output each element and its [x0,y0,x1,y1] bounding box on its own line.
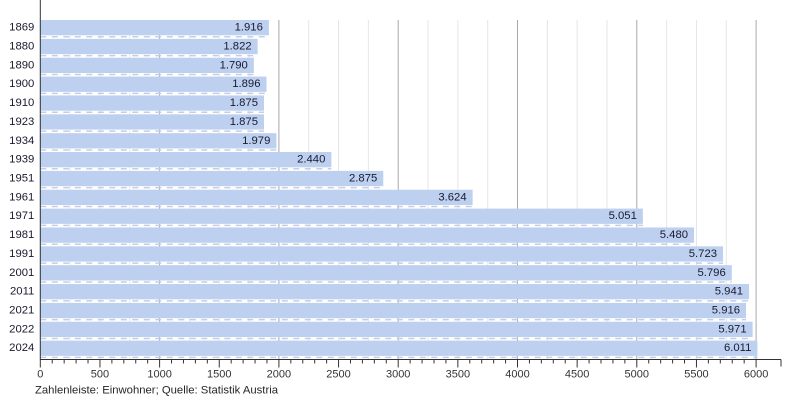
svg-text:3000: 3000 [386,368,410,380]
svg-text:2000: 2000 [267,368,291,380]
svg-text:1923: 1923 [9,116,34,128]
svg-text:5.480: 5.480 [660,229,688,241]
svg-text:1.896: 1.896 [232,78,260,90]
svg-text:1981: 1981 [9,229,34,241]
svg-text:1.916: 1.916 [235,22,263,34]
svg-text:2022: 2022 [9,323,34,335]
svg-text:1880: 1880 [9,40,34,52]
svg-text:2.440: 2.440 [297,154,325,166]
svg-text:1.875: 1.875 [230,116,258,128]
svg-text:1951: 1951 [9,173,34,185]
svg-text:1500: 1500 [207,368,231,380]
svg-text:1.822: 1.822 [223,40,251,52]
svg-text:2024: 2024 [9,342,34,354]
svg-text:1890: 1890 [9,59,34,71]
svg-text:5.796: 5.796 [697,267,725,279]
svg-text:5.723: 5.723 [689,248,717,260]
svg-text:5.916: 5.916 [712,305,740,317]
svg-text:2011: 2011 [10,286,34,298]
svg-text:1869: 1869 [9,22,34,34]
svg-text:Zahlenleiste: Einwohner; Quell: Zahlenleiste: Einwohner; Quelle: Statist… [35,385,279,397]
svg-text:1934: 1934 [9,135,34,147]
svg-text:0: 0 [37,368,43,380]
svg-text:1000: 1000 [147,368,171,380]
svg-text:1.979: 1.979 [242,135,270,147]
svg-text:5500: 5500 [684,368,708,380]
svg-text:2001: 2001 [9,267,34,279]
svg-text:1.875: 1.875 [230,97,258,109]
svg-text:500: 500 [91,368,109,380]
svg-text:2021: 2021 [9,305,34,317]
svg-text:1939: 1939 [9,154,34,166]
svg-text:4000: 4000 [505,368,529,380]
svg-text:5.051: 5.051 [609,210,637,222]
svg-text:5000: 5000 [625,368,649,380]
svg-text:5.941: 5.941 [715,286,743,298]
svg-text:1910: 1910 [9,97,34,109]
svg-text:6.011: 6.011 [724,342,751,354]
svg-text:3.624: 3.624 [438,191,466,203]
svg-text:6000: 6000 [744,368,768,380]
svg-text:2.875: 2.875 [349,173,377,185]
svg-text:1961: 1961 [9,191,34,203]
svg-text:1971: 1971 [9,210,34,222]
svg-text:2500: 2500 [326,368,350,380]
svg-text:1991: 1991 [9,248,34,260]
svg-text:1900: 1900 [9,78,34,90]
svg-text:1.790: 1.790 [220,59,248,71]
svg-text:5.971: 5.971 [718,323,746,335]
svg-text:4500: 4500 [565,368,589,380]
svg-text:3500: 3500 [446,368,470,380]
